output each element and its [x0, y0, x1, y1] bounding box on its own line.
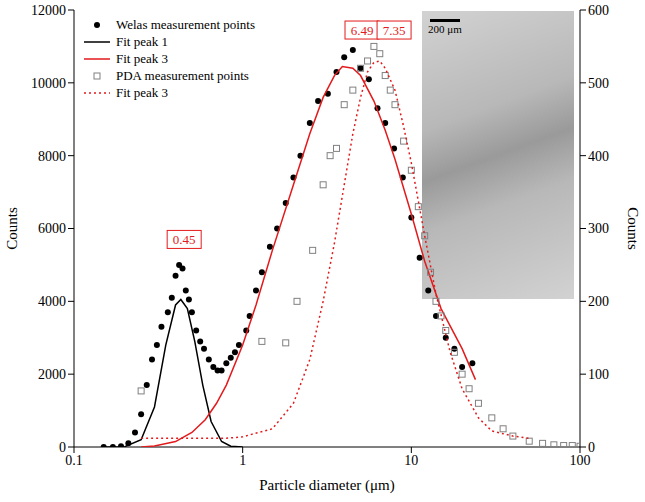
svg-text:6000: 6000 [38, 221, 66, 236]
svg-text:6.49: 6.49 [351, 23, 374, 38]
html-text:Fit peak 3: Fit peak 3 [116, 84, 168, 100]
svg-text:0.1: 0.1 [65, 453, 83, 468]
svg-text:Counts: Counts [4, 207, 20, 250]
svg-text:0.45: 0.45 [173, 232, 196, 247]
html-text:Welas measurement points: Welas measurement points [116, 16, 255, 32]
svg-text:10: 10 [404, 453, 418, 468]
svg-text:100: 100 [588, 367, 609, 382]
svg-text:7.35: 7.35 [383, 23, 406, 38]
svg-text:2000: 2000 [38, 367, 66, 382]
html-text:200 μm: 200 μm [428, 23, 462, 35]
html-text:PDA measurement points: PDA measurement points [116, 67, 249, 83]
svg-text:8000: 8000 [38, 149, 66, 164]
svg-text:12000: 12000 [31, 3, 66, 18]
svg-text:500: 500 [588, 76, 609, 91]
svg-text:1: 1 [239, 453, 246, 468]
svg-text:0: 0 [59, 440, 66, 455]
html-text:Fit peak 3: Fit peak 3 [116, 50, 168, 66]
svg-text:Counts: Counts [625, 207, 641, 250]
svg-text:10000: 10000 [31, 76, 66, 91]
svg-text:Particle diameter (μm): Particle diameter (μm) [259, 477, 394, 494]
svg-text:200: 200 [588, 294, 609, 309]
svg-text:100: 100 [570, 453, 591, 468]
svg-text:400: 400 [588, 149, 609, 164]
svg-text:0: 0 [588, 440, 595, 455]
html-text:Fit peak 1: Fit peak 1 [116, 33, 168, 49]
svg-text:4000: 4000 [38, 294, 66, 309]
svg-text:600: 600 [588, 3, 609, 18]
svg-text:300: 300 [588, 221, 609, 236]
